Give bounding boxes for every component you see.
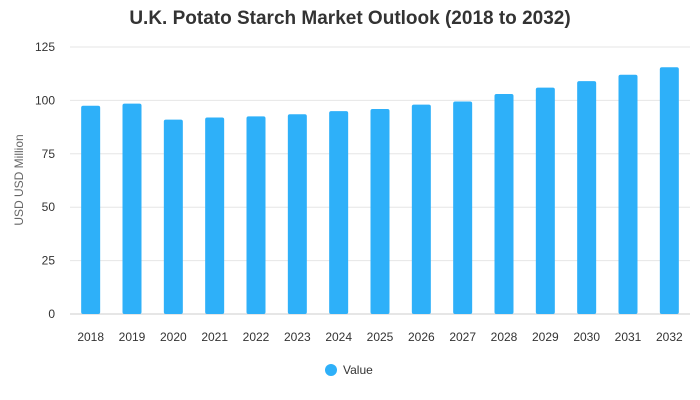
- x-tick-label: 2028: [491, 330, 518, 344]
- x-tick-label: 2026: [408, 330, 435, 344]
- bar-2029[interactable]: [535, 87, 555, 314]
- y-tick-label: 50: [42, 200, 56, 214]
- x-tick-label: 2021: [201, 330, 228, 344]
- x-tick-label: 2022: [243, 330, 270, 344]
- bar-2025[interactable]: [370, 108, 390, 314]
- bar-2022[interactable]: [246, 116, 266, 314]
- x-tick-label: 2027: [449, 330, 476, 344]
- legend-swatch: [325, 364, 337, 376]
- y-axis-title: USD USD Million: [12, 134, 26, 225]
- bar-2018[interactable]: [81, 105, 101, 315]
- bar-2027[interactable]: [453, 101, 473, 314]
- x-tick-label: 2018: [77, 330, 104, 344]
- legend[interactable]: Value: [325, 363, 373, 377]
- bar-2019[interactable]: [122, 103, 142, 314]
- y-tick-label: 75: [42, 147, 56, 161]
- y-tick-label: 100: [35, 93, 55, 107]
- bar-2028[interactable]: [494, 93, 514, 314]
- bar-2020[interactable]: [163, 119, 183, 315]
- x-tick-label: 2029: [532, 330, 559, 344]
- y-tick-label: 0: [48, 307, 55, 321]
- x-tick-label: 2025: [367, 330, 394, 344]
- y-tick-label: 125: [35, 40, 55, 54]
- bar-2024[interactable]: [329, 111, 349, 314]
- bars: [81, 67, 679, 315]
- bar-2031[interactable]: [618, 74, 638, 314]
- x-tick-label: 2031: [615, 330, 642, 344]
- x-tick-label: 2020: [160, 330, 187, 344]
- x-axis-ticks: 2018 2019 2020 2021 2022 2023 2024 2025 2026 2027…: [77, 330, 683, 344]
- bar-2026[interactable]: [411, 104, 431, 314]
- x-tick-label: 2023: [284, 330, 311, 344]
- x-tick-label: 2019: [119, 330, 146, 344]
- x-tick-label: 2030: [573, 330, 600, 344]
- y-axis-ticks: 0 25 50 75 100 125: [35, 40, 55, 321]
- bar-2032[interactable]: [659, 67, 679, 315]
- x-tick-label: 2032: [656, 330, 683, 344]
- bar-2023[interactable]: [287, 114, 307, 314]
- y-tick-label: 25: [42, 254, 56, 268]
- legend-label: Value: [343, 363, 373, 377]
- chart-title: U.K. Potato Starch Market Outlook (2018 …: [129, 8, 571, 29]
- x-tick-label: 2024: [325, 330, 352, 344]
- bar-2030[interactable]: [577, 81, 597, 315]
- bar-2021[interactable]: [205, 117, 225, 314]
